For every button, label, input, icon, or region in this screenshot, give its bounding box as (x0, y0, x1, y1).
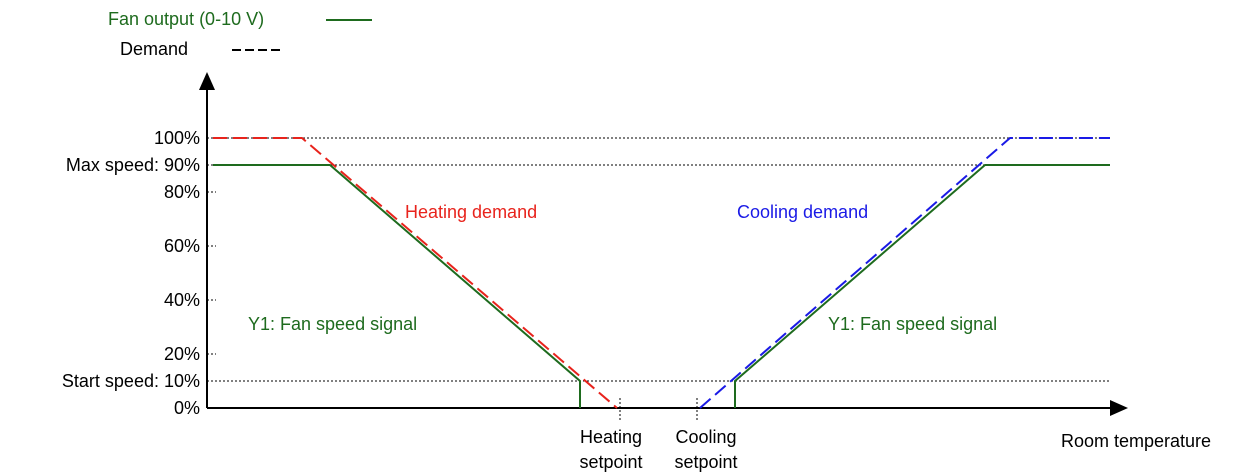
y-tick-label: 20% (164, 344, 200, 364)
x-arrow (1110, 400, 1128, 416)
y-tick-label: 0% (174, 398, 200, 418)
cooling-demand-label: Cooling demand (737, 202, 868, 222)
y-tick-label: Max speed: 90% (66, 155, 200, 175)
cooling-setpoint-label: Cooling (675, 427, 736, 447)
heating-fan-line (213, 164, 581, 408)
fan-signal-label: Y1: Fan speed signal (828, 314, 997, 334)
y-tick-label: 60% (164, 236, 200, 256)
y-tick-label: 100% (154, 128, 200, 148)
heating-demand-line (213, 137, 618, 409)
y-tick-label: 40% (164, 290, 200, 310)
heating-demand-label: Heating demand (405, 202, 537, 222)
y-arrow (199, 72, 215, 90)
y-tick-label: 80% (164, 182, 200, 202)
heating-setpoint-label: setpoint (579, 452, 642, 472)
y-tick-label: Start speed: 10% (62, 371, 200, 391)
grid (207, 137, 1110, 420)
cooling-fan-line (734, 164, 1110, 408)
fan-signal-label: Y1: Fan speed signal (248, 314, 417, 334)
cooling-setpoint-label: setpoint (674, 452, 737, 472)
legend-demand: Demand (120, 39, 188, 59)
heating-setpoint-label: Heating (580, 427, 642, 447)
cooling-demand-line (699, 137, 1110, 409)
legend-fan: Fan output (0-10 V) (108, 9, 264, 29)
x-axis-label: Room temperature (1061, 431, 1211, 451)
